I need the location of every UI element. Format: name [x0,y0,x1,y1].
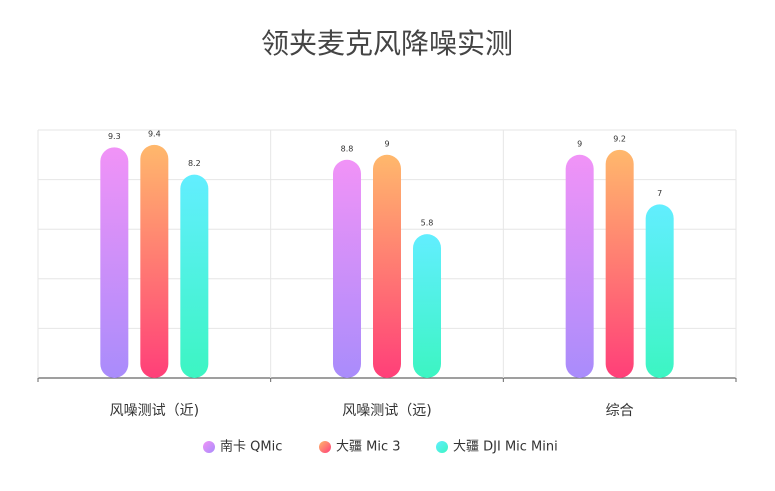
value-label: 7 [657,189,662,198]
value-label: 9 [384,139,389,148]
chart-title: 领夹麦克风降噪实测 [261,27,513,60]
legend-label: 南卡 QMic [220,439,282,455]
bar [413,234,441,378]
bar [180,174,209,378]
legend-label: 大疆 DJI Mic Mini [453,440,558,455]
value-label: 5.8 [421,219,434,228]
x-tick-label: 风噪测试（近) [110,403,199,419]
value-label: 9 [577,139,582,148]
bar [605,149,634,378]
value-label: 9.2 [613,134,626,143]
bar [100,147,129,378]
legend-label: 大疆 Mic 3 [336,440,401,455]
legend-marker [319,441,331,453]
x-tick-label: 综合 [606,403,634,419]
bar [645,204,674,378]
bar [333,159,361,378]
x-tick-label: 风噪测试（远) [342,403,431,419]
value-label: 9.4 [148,129,161,138]
value-label: 9.3 [108,132,121,141]
value-label: 8.8 [341,144,354,153]
legend-marker [203,441,215,453]
value-label: 8.2 [188,159,201,168]
bar [565,154,594,378]
legend-marker [436,441,448,453]
bar [373,154,401,378]
bar [140,144,169,378]
